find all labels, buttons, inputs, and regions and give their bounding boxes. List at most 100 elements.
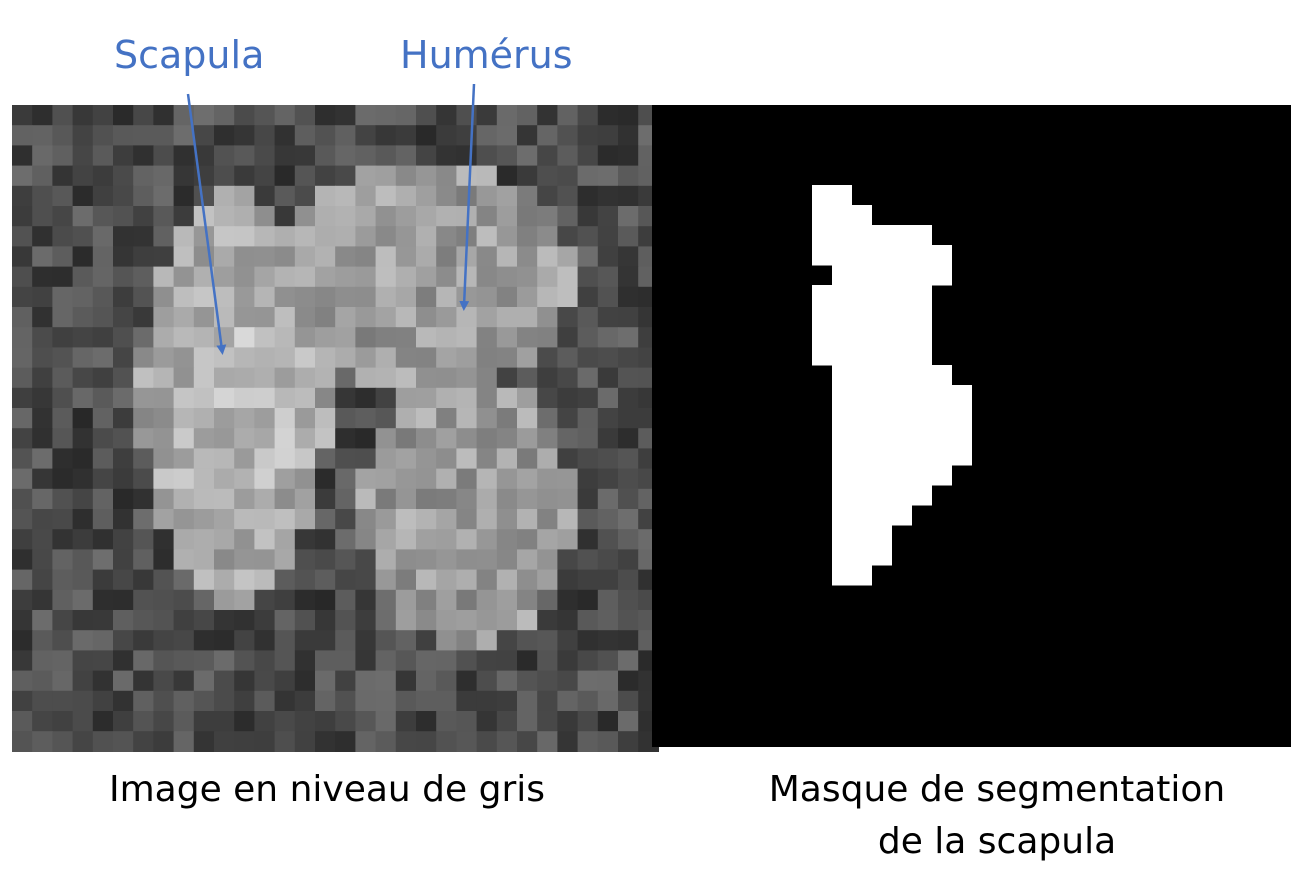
grayscale-pixel — [416, 327, 437, 348]
grayscale-pixel — [335, 731, 356, 752]
grayscale-pixel — [214, 468, 235, 490]
grayscale-pixel — [375, 569, 397, 591]
grayscale-pixel — [133, 367, 154, 389]
grayscale-pixel — [113, 327, 134, 348]
mask-row — [812, 205, 872, 226]
grayscale-pixel — [234, 690, 255, 712]
grayscale-pixel — [395, 145, 417, 167]
grayscale-pixel — [395, 105, 417, 126]
grayscale-pixel — [294, 509, 316, 530]
grayscale-pixel — [32, 610, 53, 631]
grayscale-pixel — [234, 165, 255, 187]
grayscale-pixel — [193, 387, 215, 409]
grayscale-pixel — [496, 246, 518, 268]
grayscale-pixel — [72, 246, 94, 268]
grayscale-pixel — [214, 246, 235, 268]
grayscale-pixel — [254, 226, 276, 247]
grayscale-pixel — [597, 630, 619, 651]
grayscale-pixel — [395, 246, 417, 268]
grayscale-pixel — [173, 307, 195, 328]
mask-row — [832, 485, 932, 506]
grayscale-pixel — [274, 549, 296, 571]
grayscale-pixel — [557, 569, 579, 591]
mask-caption: Masque de segmentation de la scapula — [697, 764, 1297, 868]
grayscale-pixel — [32, 307, 53, 328]
grayscale-pixel — [456, 670, 478, 692]
grayscale-pixel — [32, 266, 53, 288]
grayscale-pixel — [537, 630, 558, 651]
grayscale-pixel — [315, 711, 336, 732]
grayscale-pixel — [92, 630, 114, 651]
grayscale-pixel — [456, 428, 478, 449]
grayscale-pixel — [496, 327, 518, 348]
grayscale-pixel — [254, 246, 276, 268]
grayscale-pixel — [113, 690, 134, 712]
grayscale-pixel — [537, 246, 558, 268]
grayscale-pixel — [355, 610, 377, 631]
grayscale-pixel — [214, 569, 235, 591]
grayscale-pixel — [416, 367, 437, 389]
grayscale-pixel — [133, 125, 154, 146]
grayscale-pixel — [395, 630, 417, 651]
grayscale-pixel — [618, 125, 639, 146]
grayscale-pixel — [618, 266, 639, 288]
grayscale-pixel — [315, 428, 336, 449]
grayscale-pixel — [315, 165, 336, 187]
grayscale-pixel — [517, 569, 538, 591]
grayscale-pixel — [12, 488, 33, 510]
grayscale-pixel — [193, 185, 215, 207]
grayscale-pixel — [173, 367, 195, 389]
grayscale-pixel — [133, 246, 154, 268]
grayscale-pixel — [355, 307, 377, 328]
mask-row — [812, 325, 932, 346]
grayscale-pixel — [577, 711, 599, 732]
grayscale-pixel — [395, 206, 417, 227]
grayscale-pixel — [476, 286, 498, 308]
grayscale-pixel — [133, 509, 154, 530]
grayscale-pixel — [193, 468, 215, 490]
grayscale-pixel — [517, 610, 538, 631]
grayscale-pixel — [133, 266, 154, 288]
grayscale-pixel — [375, 549, 397, 571]
grayscale-pixel — [436, 145, 457, 167]
grayscale-pixel — [395, 509, 417, 530]
grayscale-pixel — [395, 347, 417, 369]
grayscale-pixel — [153, 529, 175, 550]
grayscale-pixel — [32, 105, 53, 126]
grayscale-pixel — [537, 670, 558, 692]
grayscale-pixel — [476, 387, 498, 409]
humerus-arrow — [459, 83, 476, 311]
grayscale-pixel — [456, 610, 478, 631]
grayscale-pixel — [395, 266, 417, 288]
grayscale-pixel — [577, 125, 599, 146]
grayscale-pixel — [517, 711, 538, 732]
grayscale-pixel — [193, 630, 215, 651]
grayscale-pixel — [496, 185, 518, 207]
grayscale-pixel — [193, 448, 215, 470]
grayscale-pixel — [274, 387, 296, 409]
grayscale-pixel — [577, 367, 599, 389]
grayscale-pixel — [274, 448, 296, 470]
grayscale-pixel — [577, 650, 599, 672]
grayscale-pixel — [335, 509, 356, 530]
grayscale-pixel — [496, 650, 518, 672]
grayscale-pixel — [32, 529, 53, 550]
grayscale-pixel — [375, 509, 397, 530]
grayscale-pixel — [436, 529, 457, 550]
grayscale-pixel — [597, 165, 619, 187]
grayscale-pixel — [395, 549, 417, 571]
grayscale-pixel — [234, 327, 255, 348]
grayscale-pixel — [153, 731, 175, 752]
grayscale-pixel — [113, 387, 134, 409]
grayscale-pixel — [234, 549, 255, 571]
grayscale-pixel — [597, 307, 619, 328]
grayscale-pixel — [234, 488, 255, 510]
grayscale-pixel — [335, 105, 356, 126]
grayscale-pixel — [456, 125, 478, 146]
grayscale-pixel — [517, 206, 538, 227]
grayscale-pixel — [577, 448, 599, 470]
grayscale-pixel — [52, 327, 74, 348]
grayscale-pixel — [436, 610, 457, 631]
grayscale-pixel — [517, 105, 538, 126]
grayscale-pixel — [294, 105, 316, 126]
